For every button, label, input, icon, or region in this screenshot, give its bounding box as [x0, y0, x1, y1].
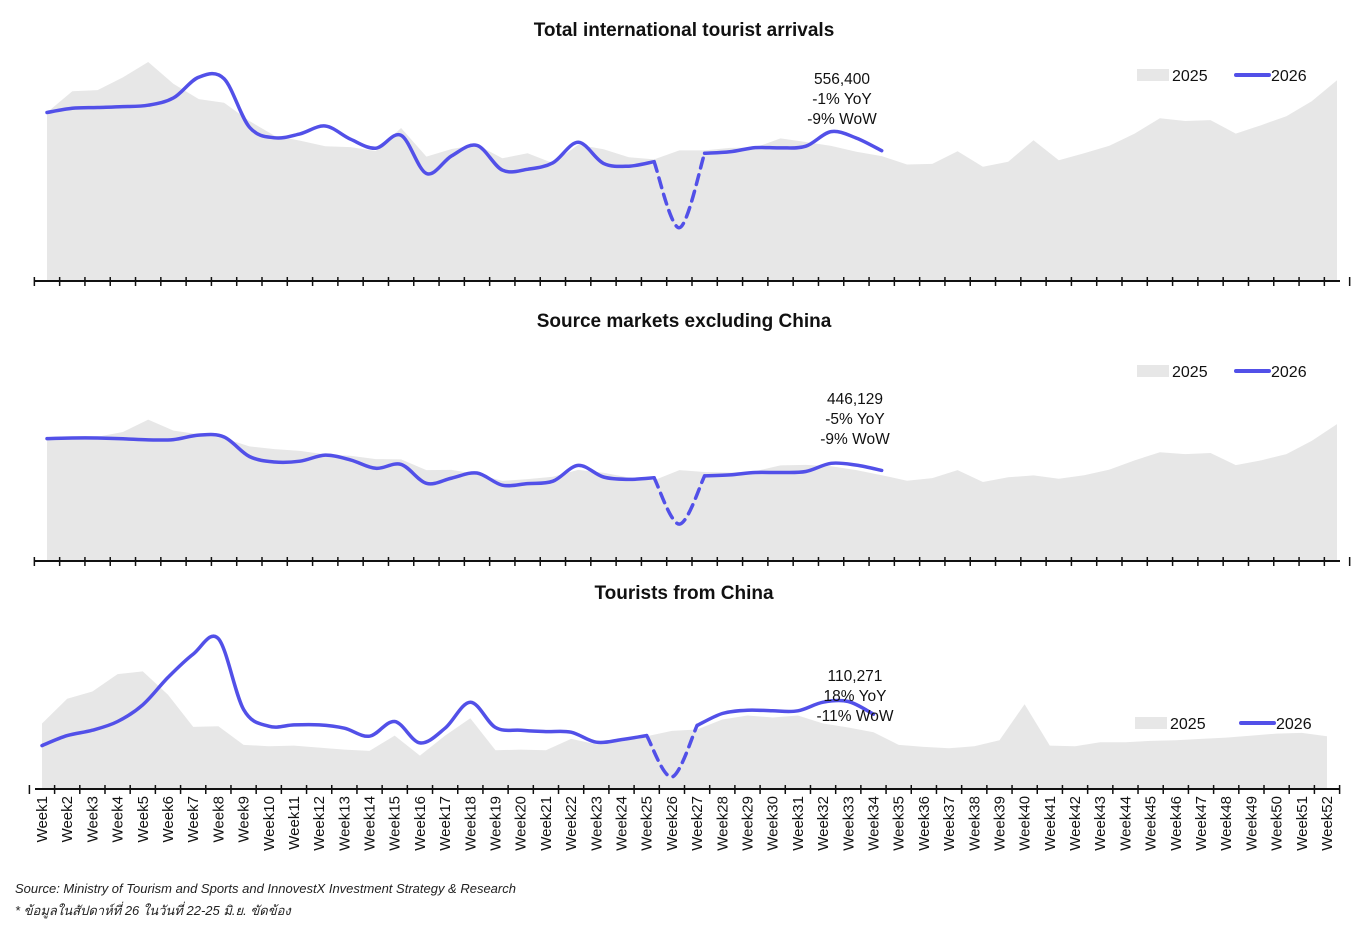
x-tick-label: Week41: [1042, 796, 1059, 851]
data-label-week32: -9% WoW: [807, 111, 877, 128]
data-label-week32: -9% WoW: [820, 431, 890, 448]
data-label-week32: -5% YoY: [825, 411, 884, 428]
x-tick-label: Week35: [891, 796, 908, 851]
x-tick-label: Week32: [815, 796, 832, 851]
x-tick-label: Week10: [261, 796, 278, 851]
x-tick-label: Week20: [513, 796, 530, 851]
series-2026-line: [45, 432, 656, 488]
series-2026-line: [695, 698, 876, 728]
data-label-week32: 18% YoY: [824, 688, 887, 705]
x-tick-label: Week19: [488, 796, 505, 851]
x-tick-label: Week31: [790, 796, 807, 851]
data-gap-note: * ข้อมูลในสัปดาห์ที่ 26 ในวันที่ 22-25 ม…: [15, 903, 291, 918]
x-tick-label: Week29: [740, 796, 757, 851]
x-tick-label: Week47: [1193, 796, 1210, 851]
series-2026-dashed-segment: [652, 151, 707, 230]
x-tick-label: Week44: [1117, 796, 1134, 851]
data-label-week32: -1% YoY: [812, 91, 871, 108]
data-label-week32: 446,129: [827, 391, 883, 408]
x-tick-label: Week23: [588, 796, 605, 851]
x-tick-label: Week16: [412, 796, 429, 851]
x-tick-label: Week45: [1143, 796, 1160, 851]
x-tick-label: Week22: [563, 796, 580, 851]
x-tick-label: Week50: [1269, 796, 1286, 851]
legend-swatch-2025: [1135, 717, 1167, 729]
legend-label-2025: 2025: [1172, 68, 1208, 85]
legend-swatch-2025: [1137, 69, 1169, 81]
legend-label-2026: 2026: [1271, 68, 1307, 85]
x-tick-label: Week4: [110, 796, 127, 842]
x-tick-label: Week13: [336, 796, 353, 851]
x-tick-label: Week9: [236, 796, 253, 842]
legend-label-2025: 2025: [1172, 364, 1208, 381]
x-tick-label: Week46: [1168, 796, 1185, 851]
x-tick-label: Week33: [840, 796, 857, 851]
x-tick-label: Week11: [286, 796, 303, 850]
chart-title: Source markets excluding China: [537, 311, 832, 332]
x-tick-label: Week51: [1294, 796, 1311, 851]
x-tick-label: Week28: [714, 796, 731, 851]
x-tick-label: Week21: [538, 796, 555, 851]
x-tick-label: Week34: [866, 796, 883, 851]
x-tick-label: Week42: [1067, 796, 1084, 851]
x-tick-label: Week18: [462, 796, 479, 851]
x-tick-label: Week27: [689, 796, 706, 851]
legend-label-2026: 2026: [1276, 716, 1312, 733]
data-label-week32: 556,400: [814, 71, 870, 88]
x-tick-label: Week49: [1243, 796, 1260, 851]
x-axis-week-labels: Week1 Week2 Week3 Week4 Week5 Week6 Week7 Week8…: [34, 796, 1336, 851]
x-tick-label: Week6: [160, 796, 177, 842]
legend-label-2026: 2026: [1271, 364, 1307, 381]
x-tick-label: Week36: [916, 796, 933, 851]
panel-total-arrivals: Total international tourist arrivals 556,…: [33, 20, 1351, 286]
x-tick-label: Week8: [210, 796, 227, 842]
series-2025-area: [47, 62, 1337, 281]
x-tick-label: Week37: [941, 796, 958, 851]
x-tick-label: Week5: [135, 796, 152, 842]
x-tick-label: Week48: [1218, 796, 1235, 851]
panel-excluding-china: Source markets excluding China 446,129 -5%…: [33, 311, 1351, 566]
x-tick-label: Week3: [84, 796, 101, 842]
series-2026-line: [702, 461, 884, 478]
data-label-week32: -11% WoW: [817, 708, 894, 725]
series-2026-dashed-segment: [652, 474, 707, 526]
x-tick-label: Week26: [664, 796, 681, 851]
x-tick-label: Week38: [966, 796, 983, 851]
x-tick-label: Week7: [185, 796, 202, 842]
x-tick-label: Week17: [437, 796, 454, 851]
data-label-week32: 110,271: [828, 668, 883, 685]
series-2026-dashed-segment: [644, 723, 699, 779]
x-tick-label: Week1: [34, 796, 51, 842]
x-tick-label: Week14: [362, 796, 379, 851]
series-2026-line: [702, 129, 884, 156]
source-note: Source: Ministry of Tourism and Sports a…: [15, 881, 516, 896]
x-tick-label: Week12: [311, 796, 328, 851]
x-tick-label: Week15: [387, 796, 404, 851]
series-2025-area: [47, 419, 1337, 561]
x-tick-label: Week30: [765, 796, 782, 851]
panel-china: Tourists from China 110,271 18% YoY -11% Wo…: [28, 583, 1341, 794]
x-tick-label: Week52: [1319, 796, 1336, 851]
x-tick-label: Week24: [614, 796, 631, 851]
x-tick-label: Week40: [1017, 796, 1034, 851]
legend-swatch-2025: [1137, 365, 1169, 377]
series-2025-area: [42, 671, 1327, 789]
series-2026-line: [45, 71, 656, 176]
x-tick-label: Week43: [1092, 796, 1109, 851]
legend-label-2025: 2025: [1170, 716, 1206, 733]
series-2026-line: [40, 634, 649, 748]
chart-title: Total international tourist arrivals: [534, 20, 835, 41]
x-tick-label: Week39: [992, 796, 1009, 851]
x-tick-label: Week25: [639, 796, 656, 851]
chart-title: Tourists from China: [594, 583, 774, 604]
x-tick-label: Week2: [59, 796, 76, 842]
